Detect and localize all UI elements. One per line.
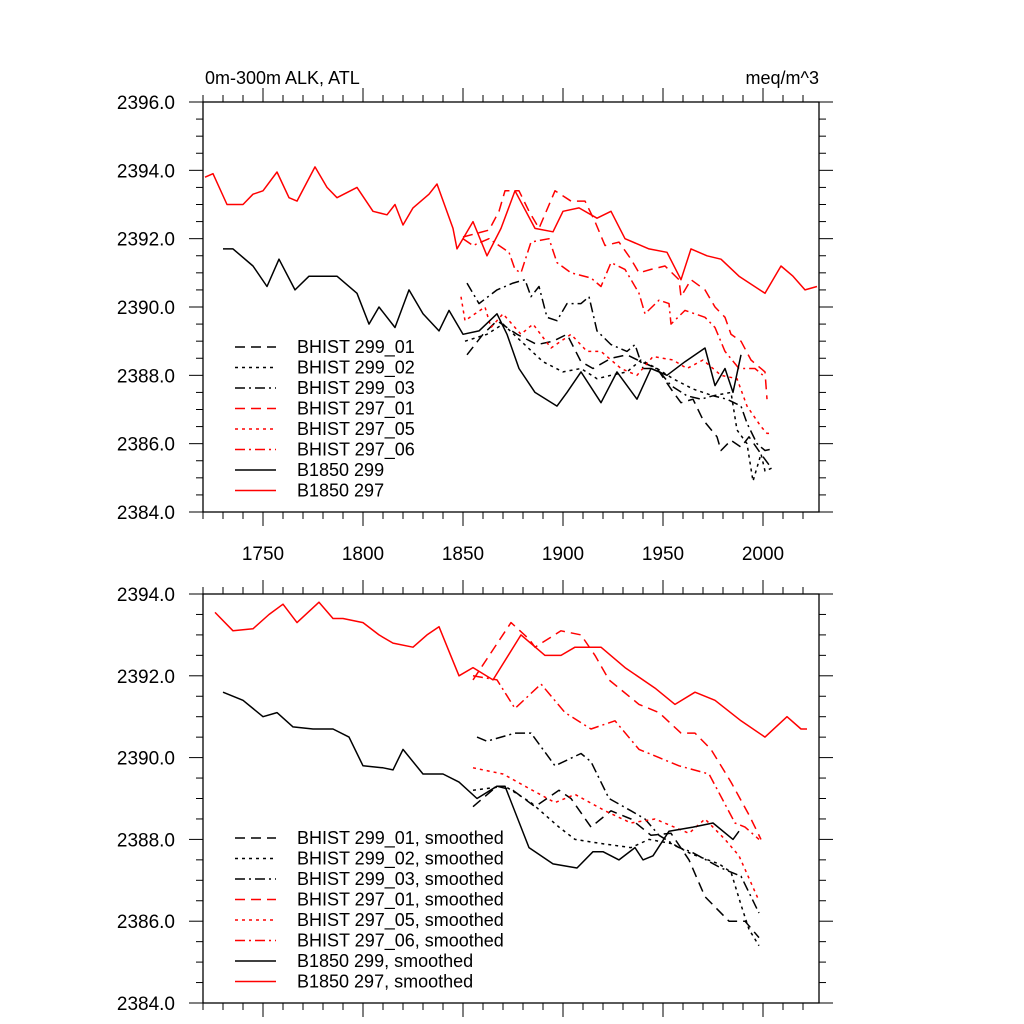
series-line-7 (223, 248, 742, 407)
y-tick-label: 2394.0 (117, 161, 175, 182)
legend-label: BHIST 297_05 (297, 419, 415, 440)
series-line-4 (462, 190, 768, 400)
series-line-3 (476, 732, 760, 914)
y-tick-label: 2388.0 (117, 366, 175, 387)
y-tick-label: 2396.0 (117, 93, 175, 114)
legend-label: BHIST 299_03 (297, 378, 415, 399)
x-tick-label: 1950 (642, 544, 684, 565)
legend-label: B1850 297, smoothed (297, 972, 473, 992)
legend-label: BHIST 299_01, smoothed (297, 828, 504, 849)
x-tick-label: 1800 (342, 544, 384, 565)
y-tick-label: 2394.0 (117, 585, 175, 606)
x-tick-label: 2000 (742, 544, 784, 565)
legend-label: B1850 299, smoothed (297, 951, 473, 971)
y-tick-label: 2386.0 (117, 912, 175, 933)
series-line-2 (472, 785, 760, 947)
chart-title: 0m-300m ALK, ATL (205, 68, 360, 88)
chart-units: meq/m^3 (746, 68, 819, 88)
y-tick-label: 2392.0 (117, 230, 175, 251)
series-line-1 (466, 319, 772, 469)
series-line-2 (464, 323, 774, 482)
legend-label: BHIST 297_05, smoothed (297, 910, 504, 931)
y-tick-label: 2390.0 (117, 749, 175, 770)
legend-label: BHIST 297_01 (297, 399, 415, 420)
y-tick-label: 2388.0 (117, 830, 175, 851)
y-tick-label: 2384.0 (117, 503, 175, 524)
series-line-5 (460, 296, 773, 435)
legend-label: BHIST 299_03, smoothed (297, 869, 504, 890)
series-line-8 (214, 601, 807, 738)
y-tick-label: 2384.0 (117, 994, 175, 1015)
legend-label: B1850 299 (297, 460, 384, 480)
legend-label: BHIST 299_02, smoothed (297, 849, 504, 870)
plot-frame (202, 101, 820, 513)
series-line-1 (472, 785, 760, 939)
series-line-4 (472, 621, 762, 840)
series-line-3 (466, 278, 774, 452)
y-tick-label: 2392.0 (117, 667, 175, 688)
legend-label: BHIST 297_06 (297, 440, 415, 461)
legend-label: BHIST 297_01, smoothed (297, 890, 504, 911)
plot-frame (202, 593, 820, 1004)
x-tick-label: 1900 (542, 544, 584, 565)
y-tick-label: 2386.0 (117, 435, 175, 456)
panel-1: 1750 1800 1850 1900 1950 2000 2384.0 2386.0 2388… (117, 88, 833, 565)
legend-label: B1850 297 (297, 481, 384, 501)
series-line-6 (472, 675, 760, 840)
y-tick-label: 2390.0 (117, 298, 175, 319)
legend-label: BHIST 299_01 (297, 337, 415, 358)
x-tick-label: 1850 (442, 544, 484, 565)
legend-label: BHIST 299_02 (297, 358, 415, 379)
x-tick-label: 1750 (242, 544, 284, 565)
series-line-7 (222, 691, 740, 869)
series-line-8 (204, 166, 818, 295)
panel-2: 2384.0 2386.0 2388.0 2390.0 2392.0 2394.0 BHIS… (117, 580, 833, 1017)
legend-label: BHIST 297_06, smoothed (297, 931, 504, 952)
